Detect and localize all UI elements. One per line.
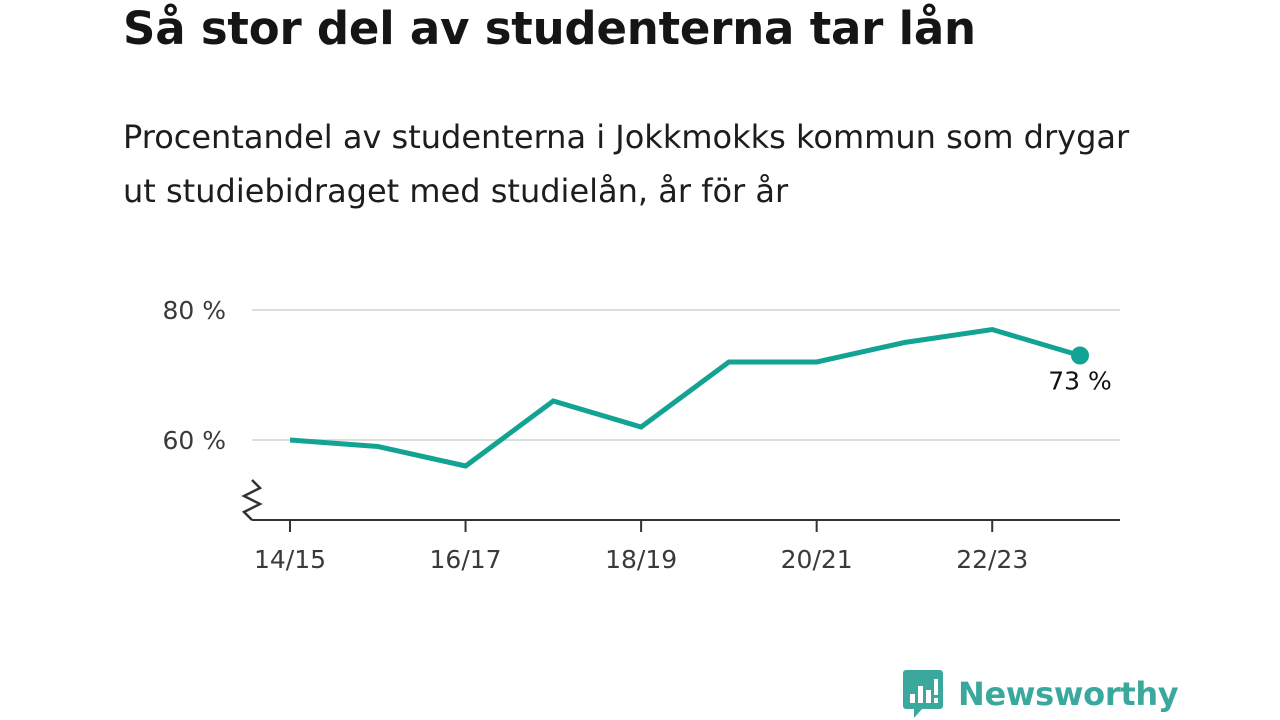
y-tick-label-60: 60 % [162, 426, 226, 455]
x-tick-label: 16/17 [430, 545, 502, 574]
last-point-marker [1071, 346, 1089, 365]
x-tick-label: 20/21 [781, 545, 853, 574]
chart-title: Så stor del av studenterna tar lån [123, 2, 976, 55]
last-point-label: 73 % [1048, 367, 1112, 396]
x-tick-label: 14/15 [254, 545, 326, 574]
brand-name: Newsworthy [958, 675, 1179, 713]
chart-subtitle: Procentandel av studenterna i Jokkmokks … [123, 118, 1130, 210]
gridlines [252, 309, 1120, 441]
x-tick-label: 22/23 [956, 545, 1028, 574]
y-axis-break [241, 479, 263, 521]
y-tick-label-80: 80 % [162, 296, 226, 325]
y-axis-labels: 60 % 80 % [162, 296, 226, 455]
x-tick-label: 18/19 [605, 545, 677, 574]
brand-logo: Newsworthy [902, 668, 1179, 720]
newsworthy-logo-icon [903, 670, 943, 718]
series-line [289, 326, 1081, 469]
axis-break-zigzag [241, 479, 263, 521]
x-axis: 14/15 16/17 18/19 20/21 22/23 [252, 519, 1120, 574]
series: 73 % [289, 326, 1112, 469]
